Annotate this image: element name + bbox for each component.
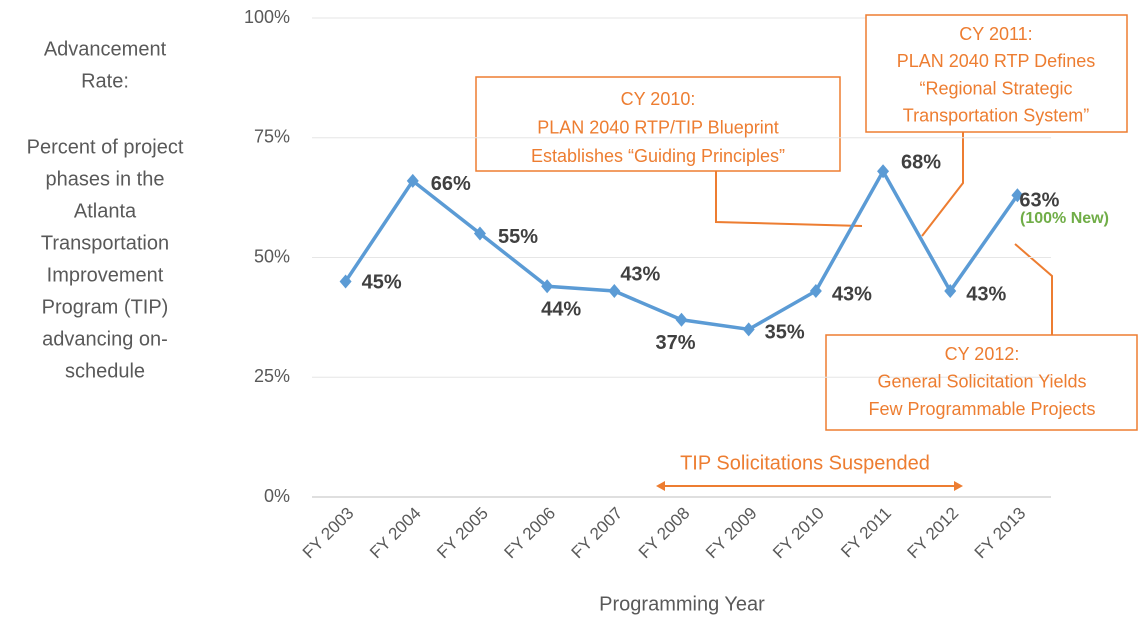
marker [742, 322, 755, 337]
y-axis-label: Rate: [81, 70, 129, 92]
marker [406, 173, 419, 188]
x-tick-label: FY 2013 [971, 504, 1030, 563]
y-tick-label: 0% [264, 486, 290, 506]
marker [877, 164, 890, 179]
y-axis-label: advancing on- [42, 328, 168, 350]
data-label: 68% [901, 152, 941, 174]
y-axis-label: Advancement [44, 38, 167, 60]
connector [1014, 243, 1053, 335]
marker [675, 312, 688, 327]
y-axis-label: Improvement [47, 264, 164, 286]
data-label: 66% [431, 173, 471, 195]
marker [1011, 188, 1024, 203]
annotation-text: CY 2010: [621, 89, 696, 109]
x-tick-label: FY 2007 [568, 504, 627, 563]
arrow-head [954, 481, 963, 491]
annotation-text: General Solicitation Yields [877, 371, 1086, 391]
y-tick-label: 75% [254, 127, 290, 147]
x-tick-label: FY 2012 [904, 504, 963, 563]
annotation-text: CY 2011: [959, 24, 1032, 44]
x-tick-label: FY 2010 [769, 504, 828, 563]
marker [473, 226, 486, 241]
marker [339, 274, 352, 289]
x-axis-label: Programming Year [599, 593, 765, 615]
y-tick-label: 25% [254, 366, 290, 386]
connector [921, 132, 964, 237]
annotation-box [475, 76, 841, 172]
span-label: TIP Solicitations Suspended [680, 452, 930, 474]
annotation-text: Few Programmable Projects [868, 399, 1095, 419]
x-tick-label: FY 2005 [433, 504, 492, 563]
data-label: 44% [541, 299, 581, 321]
x-tick-label: FY 2011 [837, 504, 895, 562]
arrow-head [656, 481, 665, 491]
x-tick-label: FY 2006 [500, 504, 559, 563]
annotation-text: PLAN 2040 RTP Defines [897, 51, 1095, 71]
y-axis-label: Atlanta [74, 200, 137, 222]
data-label: 43% [966, 283, 1006, 305]
y-axis-label: phases in the [46, 168, 165, 190]
marker [541, 279, 554, 294]
annotation-text: PLAN 2040 RTP/TIP Blueprint [537, 117, 778, 137]
data-label: 63% [1019, 190, 1059, 212]
y-tick-label: 50% [254, 246, 290, 266]
data-label: 35% [765, 322, 805, 344]
y-axis-label: schedule [65, 360, 145, 382]
annotation-box [825, 334, 1138, 431]
y-axis-label: Percent of project [27, 136, 184, 158]
x-tick-label: FY 2009 [702, 504, 761, 563]
x-tick-label: FY 2003 [299, 504, 358, 563]
y-tick-label: 100% [244, 7, 290, 27]
x-tick-label: FY 2008 [635, 504, 694, 563]
y-axis-label: Program (TIP) [42, 296, 169, 318]
connector [715, 171, 863, 227]
annotation: (100% New) [1020, 210, 1109, 227]
data-label: 55% [498, 226, 538, 248]
annotation-box [865, 14, 1128, 133]
data-label: 43% [832, 283, 872, 305]
data-label: 45% [362, 272, 402, 294]
data-label: 37% [656, 332, 696, 354]
annotation-text: Establishes “Guiding Principles” [531, 146, 785, 166]
y-axis-label: Transportation [41, 232, 169, 254]
marker [944, 284, 957, 299]
data-label: 43% [620, 263, 660, 285]
annotation-text: CY 2012: [945, 344, 1020, 364]
annotation-text: “Regional Strategic [919, 78, 1072, 98]
marker [608, 284, 621, 299]
marker [809, 284, 822, 299]
annotation-text: Transportation System” [903, 106, 1089, 126]
x-tick-label: FY 2004 [366, 504, 425, 563]
